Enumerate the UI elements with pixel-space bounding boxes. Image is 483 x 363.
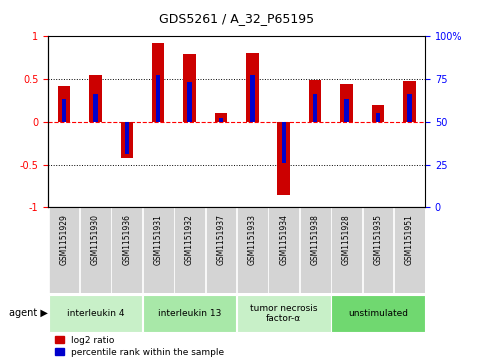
FancyBboxPatch shape <box>237 295 330 332</box>
Bar <box>246 53 259 122</box>
Text: GSM1151928: GSM1151928 <box>342 214 351 265</box>
FancyBboxPatch shape <box>237 207 268 293</box>
Bar <box>250 75 255 122</box>
FancyBboxPatch shape <box>49 207 79 293</box>
Bar <box>214 113 227 122</box>
Text: GDS5261 / A_32_P65195: GDS5261 / A_32_P65195 <box>159 12 314 25</box>
Text: unstimulated: unstimulated <box>348 309 408 318</box>
FancyBboxPatch shape <box>143 207 173 293</box>
FancyBboxPatch shape <box>112 207 142 293</box>
Text: agent ▶: agent ▶ <box>10 309 48 318</box>
Legend: log2 ratio, percentile rank within the sample: log2 ratio, percentile rank within the s… <box>53 334 226 359</box>
Text: GSM1151938: GSM1151938 <box>311 214 320 265</box>
FancyBboxPatch shape <box>49 295 142 332</box>
FancyBboxPatch shape <box>300 207 330 293</box>
FancyBboxPatch shape <box>331 207 362 293</box>
Text: GSM1151929: GSM1151929 <box>59 214 69 265</box>
FancyBboxPatch shape <box>80 207 111 293</box>
Text: GSM1151951: GSM1151951 <box>405 214 414 265</box>
Text: interleukin 13: interleukin 13 <box>158 309 221 318</box>
FancyBboxPatch shape <box>363 207 393 293</box>
Text: tumor necrosis
factor-α: tumor necrosis factor-α <box>250 304 317 323</box>
Text: GSM1151934: GSM1151934 <box>279 214 288 265</box>
Bar <box>62 99 66 122</box>
Bar <box>58 86 71 122</box>
FancyBboxPatch shape <box>143 295 236 332</box>
Text: GSM1151937: GSM1151937 <box>216 214 226 265</box>
Bar <box>184 54 196 122</box>
Bar <box>219 118 223 122</box>
Bar <box>344 99 349 122</box>
Bar <box>93 94 98 122</box>
FancyBboxPatch shape <box>269 207 299 293</box>
FancyBboxPatch shape <box>394 207 425 293</box>
Text: GSM1151933: GSM1151933 <box>248 214 257 265</box>
Bar <box>187 82 192 122</box>
FancyBboxPatch shape <box>206 207 236 293</box>
Text: GSM1151931: GSM1151931 <box>154 214 163 265</box>
Bar <box>407 94 412 122</box>
Bar <box>89 75 101 122</box>
Bar <box>376 113 380 122</box>
FancyBboxPatch shape <box>331 295 425 332</box>
Bar <box>277 122 290 195</box>
Bar <box>121 122 133 158</box>
Text: GSM1151936: GSM1151936 <box>122 214 131 265</box>
Bar <box>156 75 160 122</box>
Bar <box>372 105 384 122</box>
Text: interleukin 4: interleukin 4 <box>67 309 124 318</box>
Bar <box>125 122 129 154</box>
Bar <box>341 84 353 122</box>
Bar <box>152 43 164 122</box>
FancyBboxPatch shape <box>174 207 205 293</box>
Text: GSM1151930: GSM1151930 <box>91 214 100 265</box>
Bar <box>282 122 286 163</box>
Text: GSM1151935: GSM1151935 <box>373 214 383 265</box>
Bar <box>403 81 416 122</box>
Text: GSM1151932: GSM1151932 <box>185 214 194 265</box>
Bar <box>309 80 322 122</box>
Bar <box>313 94 317 122</box>
